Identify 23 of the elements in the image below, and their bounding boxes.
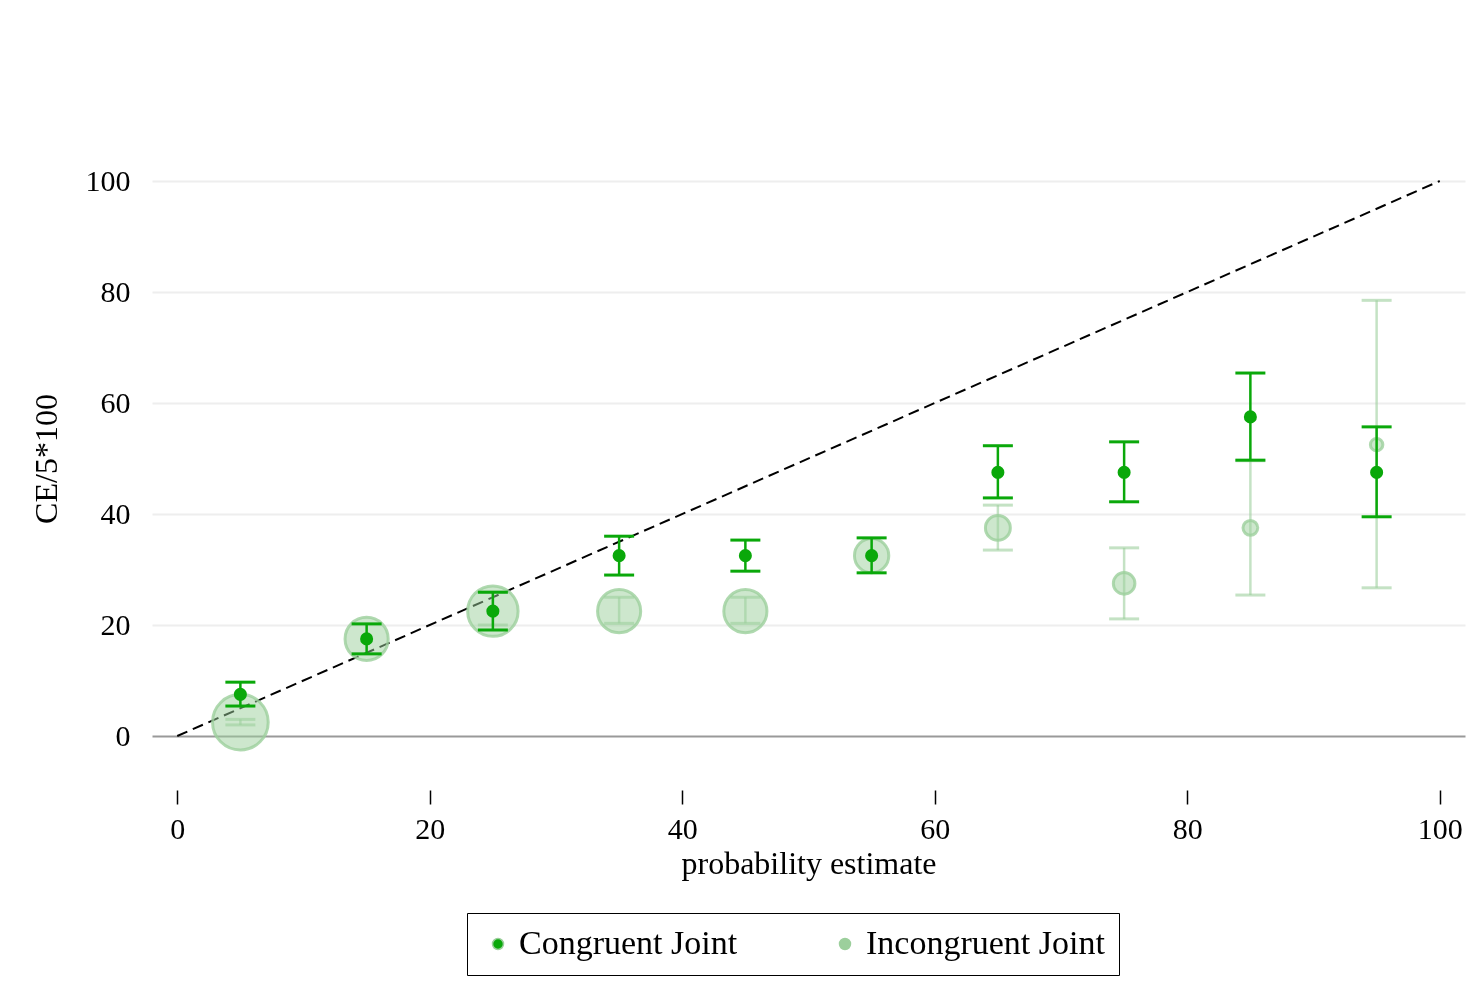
y-axis-title: CE/5*100 — [27, 394, 64, 524]
y-tick-label: 40 — [100, 496, 131, 530]
x-axis-title: probability estimate — [681, 844, 937, 881]
point — [612, 549, 626, 563]
point — [1370, 465, 1384, 479]
y-tick-label: 0 — [115, 718, 131, 752]
x-tick-label: 100 — [1417, 811, 1463, 845]
x-tick-label: 40 — [667, 811, 698, 845]
legend-label: Congruent Joint — [519, 924, 738, 961]
y-tick-label: 20 — [100, 607, 131, 641]
point — [1243, 410, 1257, 424]
point — [991, 465, 1005, 479]
point — [738, 549, 752, 563]
point — [233, 687, 247, 701]
x-tick-label: 60 — [920, 811, 951, 845]
legend-label: Incongruent Joint — [866, 924, 1106, 961]
y-tick-label: 80 — [100, 274, 131, 308]
y-tick-label: 100 — [85, 163, 131, 197]
x-tick-label: 20 — [415, 811, 446, 845]
x-tick-label: 80 — [1172, 811, 1203, 845]
x-tick-label: 0 — [170, 811, 186, 845]
y-tick-label: 60 — [100, 385, 131, 419]
point — [1117, 465, 1131, 479]
